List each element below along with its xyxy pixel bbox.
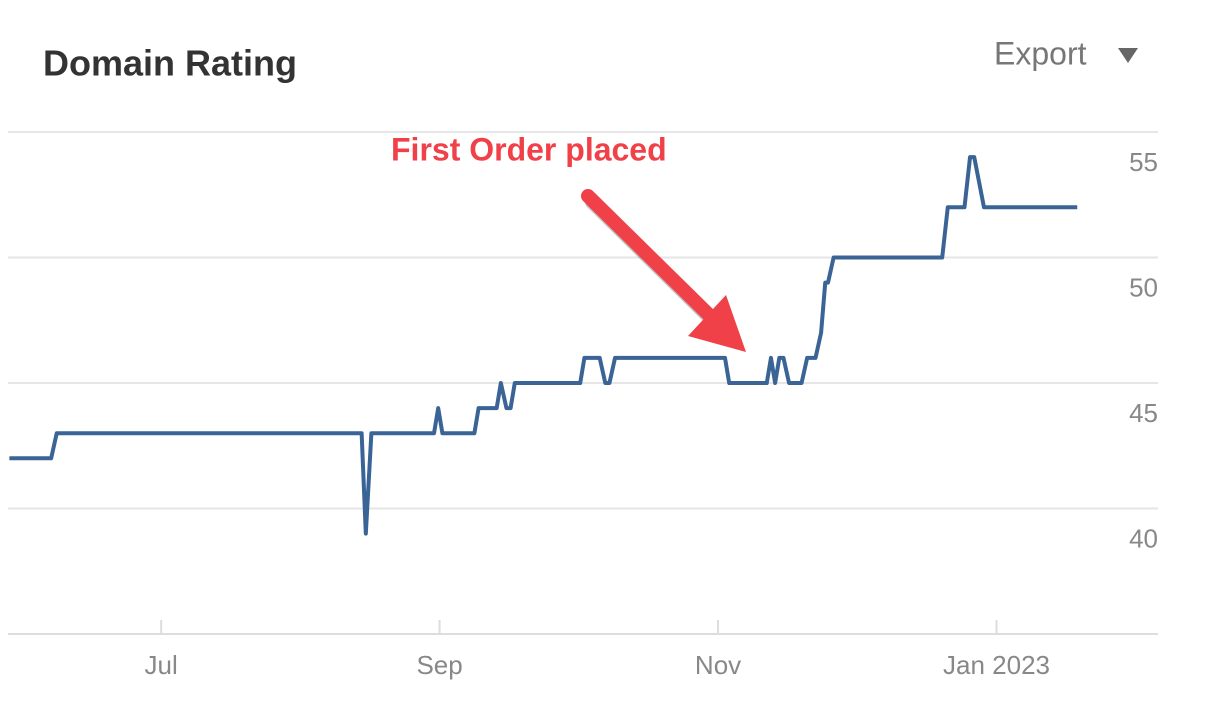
export-caret[interactable] [1118,48,1138,63]
plot: 40 45 50 55 Jul Sep Nov Jan 2023 [8,131,1158,680]
chart-title: Domain Rating [43,43,297,84]
x-tick-label: Jan 2023 [943,650,1050,680]
y-tick-label: 50 [1129,272,1158,302]
x-tick-label: Jul [145,650,178,680]
annotation-arrow [581,189,746,352]
y-tick-label: 55 [1129,147,1158,177]
annotation: First Order placed [391,131,667,167]
y-tick-label: 45 [1129,398,1158,428]
export-button[interactable]: Export [994,35,1087,71]
x-tick-label: Nov [695,650,741,680]
y-tick-label: 40 [1129,523,1158,553]
x-tick-label: Sep [416,650,462,680]
data-line [9,155,1078,536]
